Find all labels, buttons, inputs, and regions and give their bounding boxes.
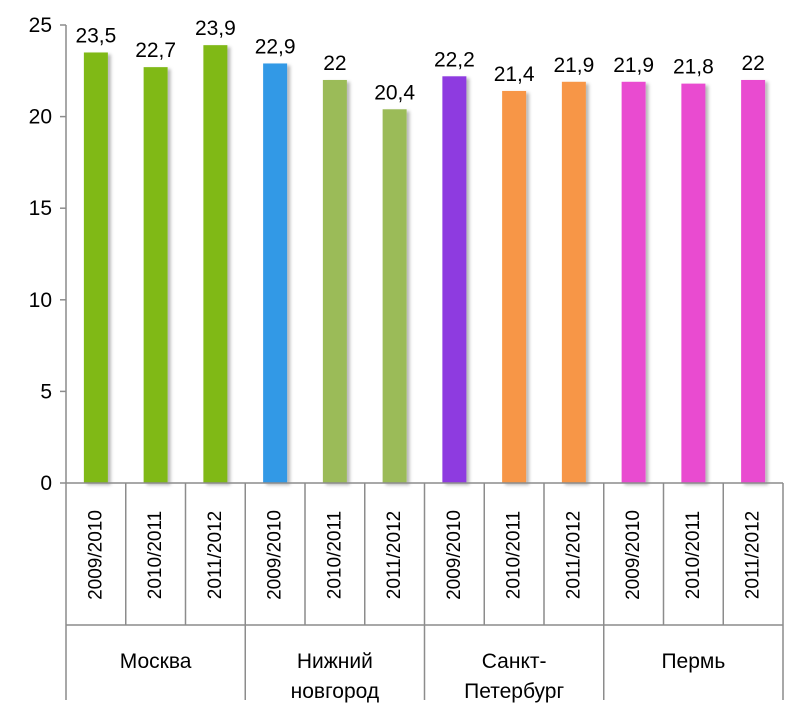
bar	[143, 67, 168, 484]
group-label: Нижний	[297, 650, 373, 673]
bar	[741, 79, 766, 484]
data-label: 22	[323, 52, 346, 75]
data-label: 22,9	[255, 35, 296, 58]
x-category-label: 2010/2011	[145, 511, 166, 599]
data-label: 21,9	[553, 54, 594, 77]
data-label: 21,8	[673, 56, 714, 79]
y-tick-label: 10	[29, 289, 52, 312]
data-label: 22,2	[434, 48, 475, 71]
bar	[681, 83, 706, 484]
x-category-label: 2011/2012	[563, 511, 584, 599]
x-category-label: 2011/2012	[205, 511, 226, 599]
bar	[502, 90, 527, 484]
y-tick-label: 15	[29, 197, 52, 220]
x-category-label: 2009/2010	[444, 510, 465, 600]
group-label: Москва	[120, 650, 192, 673]
bar	[203, 45, 228, 483]
x-category-label: 2010/2011	[504, 511, 525, 599]
x-category-label: 2009/2010	[85, 510, 106, 600]
bar	[382, 109, 407, 483]
y-tick-label: 25	[29, 14, 52, 37]
y-tick-label: 20	[29, 106, 52, 129]
bar	[322, 79, 347, 484]
data-label: 22,7	[135, 39, 176, 62]
x-category-label: 2010/2011	[324, 511, 345, 599]
group-label: новгород	[291, 680, 379, 703]
group-label: Петербург	[464, 680, 564, 703]
x-category-label: 2009/2010	[623, 510, 644, 600]
bar	[442, 76, 467, 484]
x-category-label: 2011/2012	[743, 511, 764, 599]
data-label: 23,9	[195, 17, 236, 40]
bar	[561, 81, 586, 484]
bar	[263, 63, 288, 484]
group-label: Пермь	[661, 650, 725, 673]
x-category-label: 2010/2011	[683, 511, 704, 599]
data-label: 23,5	[75, 24, 116, 47]
bar	[83, 52, 108, 483]
group-label: Санкт-	[482, 650, 547, 673]
y-tick-label: 0	[40, 472, 52, 495]
data-label: 20,4	[374, 81, 415, 104]
data-label: 21,9	[613, 54, 654, 77]
y-tick-label: 5	[40, 380, 52, 403]
data-label: 21,4	[494, 63, 535, 86]
x-category-label: 2009/2010	[265, 510, 286, 600]
data-label: 22	[741, 52, 764, 75]
x-category-label: 2011/2012	[384, 511, 405, 599]
bar	[621, 81, 646, 484]
